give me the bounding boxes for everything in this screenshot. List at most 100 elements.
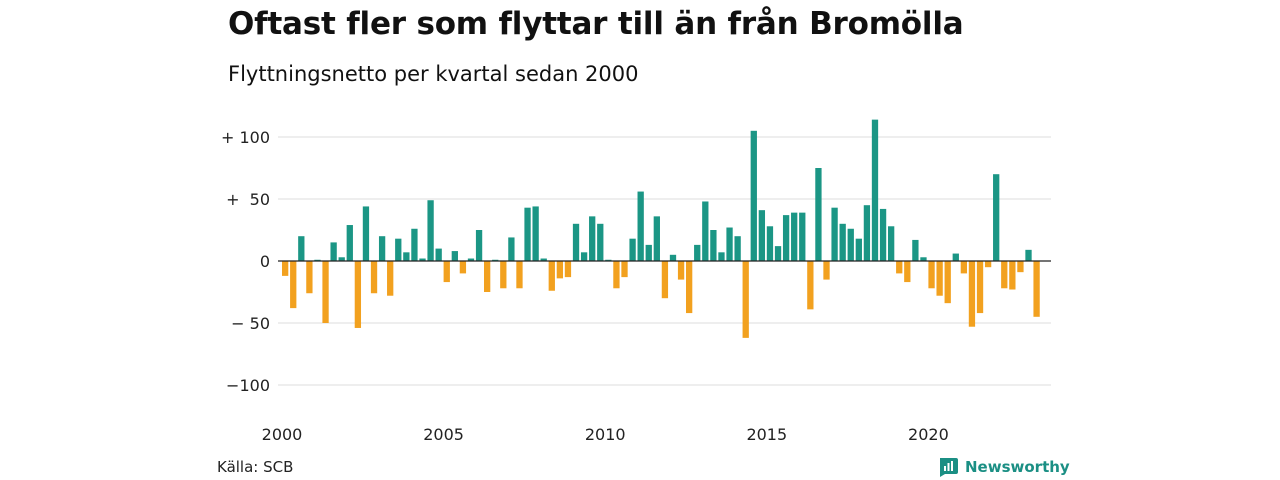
bar <box>637 191 644 261</box>
brand-name: Newsworthy <box>965 458 1070 476</box>
bar <box>936 261 943 296</box>
bar <box>346 225 353 261</box>
bar <box>871 119 879 261</box>
bar <box>653 216 660 261</box>
chart-subtitle: Flyttningsnetto per kvartal sedan 2000 <box>228 62 639 86</box>
bar <box>532 206 539 261</box>
bar <box>645 244 652 261</box>
y-tick-label: + 50 <box>226 190 270 209</box>
grid-lines <box>278 136 1051 386</box>
bar <box>435 248 442 261</box>
bar <box>548 261 555 291</box>
newsworthy-logo-icon <box>940 458 958 477</box>
bar <box>758 210 766 261</box>
bar <box>782 215 790 261</box>
source-note: Källa: SCB <box>217 458 294 476</box>
bar <box>589 216 596 261</box>
bar <box>766 226 774 261</box>
bar <box>952 253 959 261</box>
bar <box>661 261 669 299</box>
bar <box>677 261 685 280</box>
bar <box>976 261 984 314</box>
y-tick-label: − 50 <box>231 314 270 333</box>
bar <box>338 257 345 261</box>
bar <box>839 223 846 261</box>
bar <box>362 206 370 261</box>
bar <box>492 259 499 261</box>
bar <box>928 261 935 289</box>
bar <box>807 261 814 310</box>
bar <box>1033 261 1040 317</box>
bar <box>726 227 733 261</box>
bar <box>823 261 830 280</box>
bar <box>774 246 782 261</box>
chart-title: Oftast fler som flyttar till än från Bro… <box>228 6 964 42</box>
bar <box>403 252 410 261</box>
y-tick-label: 0 <box>260 252 270 271</box>
bar <box>556 261 564 279</box>
bar <box>669 254 677 261</box>
bar <box>742 261 749 338</box>
bar <box>500 261 507 289</box>
bar <box>459 261 467 274</box>
bar <box>282 261 289 276</box>
bar <box>904 261 911 283</box>
bar <box>702 201 709 261</box>
bar <box>791 212 798 261</box>
bar-chart: + 100 + 50 0 − 50 −100 2000 2005 2010 2015 2020 <box>221 119 1051 444</box>
x-tick-label: 2005 <box>423 425 464 444</box>
bar <box>993 174 1000 261</box>
bar <box>306 261 313 294</box>
bar <box>718 252 725 261</box>
bar <box>516 261 523 289</box>
bar <box>855 238 862 261</box>
bar <box>419 258 426 261</box>
bar <box>960 261 968 274</box>
bar <box>378 236 386 261</box>
bar <box>968 261 976 327</box>
bar <box>330 242 337 261</box>
y-axis-labels: + 100 + 50 0 − 50 −100 <box>221 128 270 395</box>
bar <box>564 261 572 278</box>
bar <box>475 230 483 261</box>
brand-logo: Newsworthy <box>937 456 1070 478</box>
bar <box>427 200 434 261</box>
bar <box>508 237 515 261</box>
bar <box>686 261 693 314</box>
x-axis-labels: 2000 2005 2010 2015 2020 <box>262 425 949 444</box>
bar <box>354 261 362 328</box>
bar <box>920 257 927 261</box>
bar <box>467 258 475 261</box>
x-tick-label: 2015 <box>746 425 787 444</box>
bar <box>694 244 701 261</box>
bar <box>613 261 620 289</box>
bar <box>1025 249 1032 261</box>
bar <box>912 239 919 261</box>
x-tick-label: 2020 <box>908 425 949 444</box>
bar <box>290 261 297 309</box>
bar <box>387 261 394 296</box>
bar <box>831 207 838 261</box>
bar <box>395 238 402 261</box>
y-tick-label: + 100 <box>221 128 270 147</box>
bar <box>984 261 992 268</box>
bar <box>314 259 321 261</box>
x-tick-label: 2010 <box>585 425 626 444</box>
bar <box>1009 261 1016 290</box>
bar <box>572 223 580 261</box>
y-tick-label: −100 <box>226 376 270 395</box>
bar <box>298 236 305 261</box>
bar <box>799 212 806 261</box>
bar <box>944 261 951 304</box>
bar <box>524 207 531 261</box>
bar <box>750 130 757 261</box>
bar <box>896 261 903 274</box>
bar <box>605 259 612 261</box>
bar <box>1017 261 1024 273</box>
bars <box>282 119 1040 338</box>
bar <box>411 228 418 261</box>
bar <box>863 205 871 261</box>
bar <box>370 261 378 294</box>
bar <box>734 236 741 261</box>
bar <box>621 261 628 278</box>
